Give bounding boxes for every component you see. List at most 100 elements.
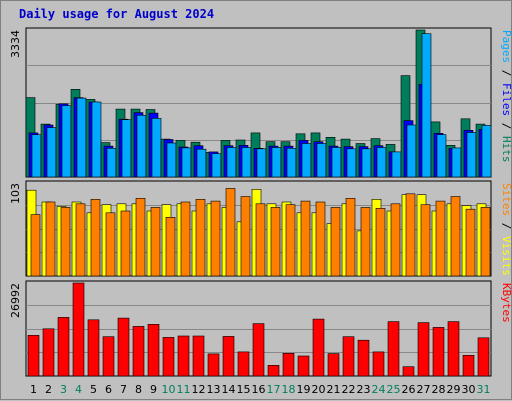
bar-kbytes-day-8 [132,326,145,377]
bar-kbytes-day-12 [192,335,205,377]
panel-3-legend: KBytes [500,283,512,323]
bar-kbytes-day-15 [237,351,250,377]
day-label-13: 13 [207,383,221,396]
bar-kbytes-day-6 [102,336,115,377]
bar-sites-day-29 [450,196,461,277]
bar-sites-day-10 [165,217,176,277]
bar-kbytes-day-1 [27,334,40,377]
day-label-16: 16 [252,383,266,396]
bar-kbytes-day-9 [147,323,160,377]
bar-pages-day-6 [106,148,117,178]
day-label-19: 19 [297,383,311,396]
bar-kbytes-day-18 [282,352,295,377]
bar-kbytes-day-22 [342,336,355,377]
bar-sites-day-23 [360,207,371,277]
bar-kbytes-day-30 [462,354,475,377]
legend-sites: Sites [500,183,512,216]
bar-kbytes-day-7 [117,317,130,377]
bar-kbytes-day-21 [327,353,340,377]
bar-sites-day-6 [105,212,116,277]
panel-2: 103 [9,180,492,277]
panel-1-max-label: 3334 [9,30,22,58]
day-label-8: 8 [135,383,142,396]
day-label-12: 12 [192,383,206,396]
bar-pages-day-12 [196,148,207,178]
bar-kbytes-day-31 [477,337,490,377]
bar-pages-day-19 [301,143,312,178]
bar-pages-day-15 [241,147,252,178]
bar-kbytes-day-26 [402,366,415,377]
bar-pages-day-10 [166,142,177,178]
bar-sites-day-14 [225,188,236,277]
bar-sites-day-12 [195,199,206,277]
legend-kbytes: KBytes [500,283,512,323]
day-label-24: 24 [372,383,386,396]
day-label-1: 1 [30,383,37,396]
bar-sites-day-25 [390,203,401,277]
panel-1: 3334 [9,27,492,178]
day-label-30: 30 [462,383,476,396]
day-label-9: 9 [150,383,157,396]
bar-pages-day-30 [466,132,477,178]
bar-pages-day-7 [121,119,132,178]
day-label-25: 25 [387,383,401,396]
bar-pages-day-20 [316,143,327,178]
bar-pages-day-1 [31,134,42,178]
day-label-21: 21 [327,383,341,396]
bar-kbytes-day-10 [162,337,175,377]
bar-sites-day-16 [255,203,266,277]
bar-sites-day-13 [210,200,221,277]
day-label-11: 11 [177,383,191,396]
bar-sites-day-30 [465,208,476,277]
bar-pages-day-29 [451,147,462,178]
legend-hits: Hits [500,136,512,163]
bar-kbytes-day-27 [417,322,430,377]
bar-sites-day-27 [420,204,431,277]
bar-sites-day-19 [300,200,311,277]
day-label-23: 23 [357,383,371,396]
legend-pages: Pages [500,30,512,63]
bar-pages-day-16 [256,148,267,178]
bar-kbytes-day-28 [432,327,445,377]
bar-pages-day-3 [61,105,72,178]
day-label-4: 4 [75,383,82,396]
bar-sites-day-7 [120,210,131,277]
bar-kbytes-day-17 [267,364,280,377]
bar-sites-day-18 [285,204,296,277]
bar-pages-day-2 [46,127,57,178]
bar-pages-day-28 [436,134,447,178]
bar-pages-day-23 [361,148,372,178]
day-label-29: 29 [447,383,461,396]
day-label-14: 14 [222,383,236,396]
bar-sites-day-4 [75,203,86,277]
panel-2-max-label: 103 [9,183,22,204]
bar-sites-day-28 [435,200,446,277]
bar-pages-day-13 [211,153,222,178]
panel-2-legend: Sites / Visits [500,183,512,276]
bar-sites-day-9 [150,207,161,277]
day-label-6: 6 [105,383,112,396]
bar-sites-day-2 [45,201,56,277]
bar-kbytes-day-4 [72,282,85,377]
bar-pages-day-24 [376,147,387,178]
bar-kbytes-day-5 [87,319,100,377]
chart-title: Daily usage for August 2024 [19,7,214,21]
legend-files: Files [500,83,512,116]
bar-sites-day-8 [135,198,146,277]
bar-pages-day-21 [331,147,342,178]
day-label-18: 18 [282,383,296,396]
bar-pages-day-25 [391,151,402,178]
day-label-10: 10 [162,383,176,396]
bar-sites-day-24 [375,208,386,277]
legend-visits: Visits [500,236,512,276]
bar-sites-day-1 [30,214,41,277]
bar-pages-day-18 [286,148,297,178]
bar-kbytes-day-19 [297,355,310,377]
day-label-27: 27 [417,383,431,396]
bar-kbytes-day-13 [207,353,220,377]
bar-kbytes-day-29 [447,321,460,377]
day-label-20: 20 [312,383,326,396]
bar-pages-day-26 [406,124,417,178]
bar-pages-day-17 [271,147,282,178]
